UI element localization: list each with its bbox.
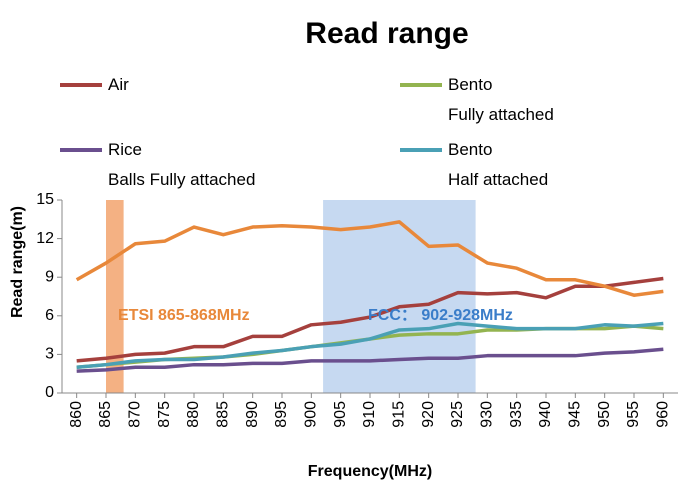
x-tick-label: 910 bbox=[361, 401, 378, 428]
y-tick-label: 15 bbox=[36, 191, 54, 208]
y-tick-label: 6 bbox=[45, 307, 54, 324]
x-tick-label: 875 bbox=[156, 401, 173, 428]
x-tick-label: 860 bbox=[68, 401, 85, 428]
x-tick-label: 930 bbox=[479, 401, 496, 428]
band-label: FCC： 902-928MHz bbox=[368, 307, 513, 324]
x-tick-label: 950 bbox=[596, 401, 613, 428]
x-tick-label: 925 bbox=[449, 401, 466, 428]
x-tick-label: 935 bbox=[508, 401, 525, 428]
y-tick-label: 12 bbox=[36, 230, 54, 247]
legend-label: Bento Half attached bbox=[448, 140, 549, 189]
series-line bbox=[76, 347, 664, 373]
legend-label: Rice Balls Fully attached bbox=[108, 140, 256, 189]
x-tick-label: 890 bbox=[244, 401, 261, 428]
x-tick-label: 900 bbox=[303, 401, 320, 428]
x-tick-label: 865 bbox=[97, 401, 114, 428]
legend-label: Air bbox=[108, 75, 129, 94]
x-tick-label: 915 bbox=[391, 401, 408, 428]
x-axis-label: Frequency(MHz) bbox=[308, 463, 432, 480]
legend-label: Bento Fully attached bbox=[448, 75, 554, 124]
y-tick-label: 3 bbox=[45, 346, 54, 363]
series-line bbox=[76, 321, 664, 370]
x-tick-label: 905 bbox=[332, 401, 349, 428]
chart-title: Read range bbox=[305, 17, 468, 50]
x-tick-label: 920 bbox=[420, 401, 437, 428]
series-line bbox=[75, 220, 664, 297]
x-tick-label: 940 bbox=[537, 401, 554, 428]
series-line bbox=[76, 276, 664, 363]
band-label: ETSI 865-868MHz bbox=[118, 307, 250, 324]
y-tick-label: 0 bbox=[45, 384, 54, 401]
x-tick-label: 870 bbox=[127, 401, 144, 428]
x-tick-label: 955 bbox=[625, 401, 642, 428]
x-tick-label: 960 bbox=[655, 401, 672, 428]
y-axis-label: Read range(m) bbox=[9, 206, 26, 318]
y-tick-label: 9 bbox=[45, 268, 54, 285]
x-tick-label: 895 bbox=[273, 401, 290, 428]
x-tick-label: 885 bbox=[215, 401, 232, 428]
x-tick-label: 880 bbox=[185, 401, 202, 428]
frequency-band bbox=[106, 200, 124, 393]
x-tick-label: 945 bbox=[567, 401, 584, 428]
